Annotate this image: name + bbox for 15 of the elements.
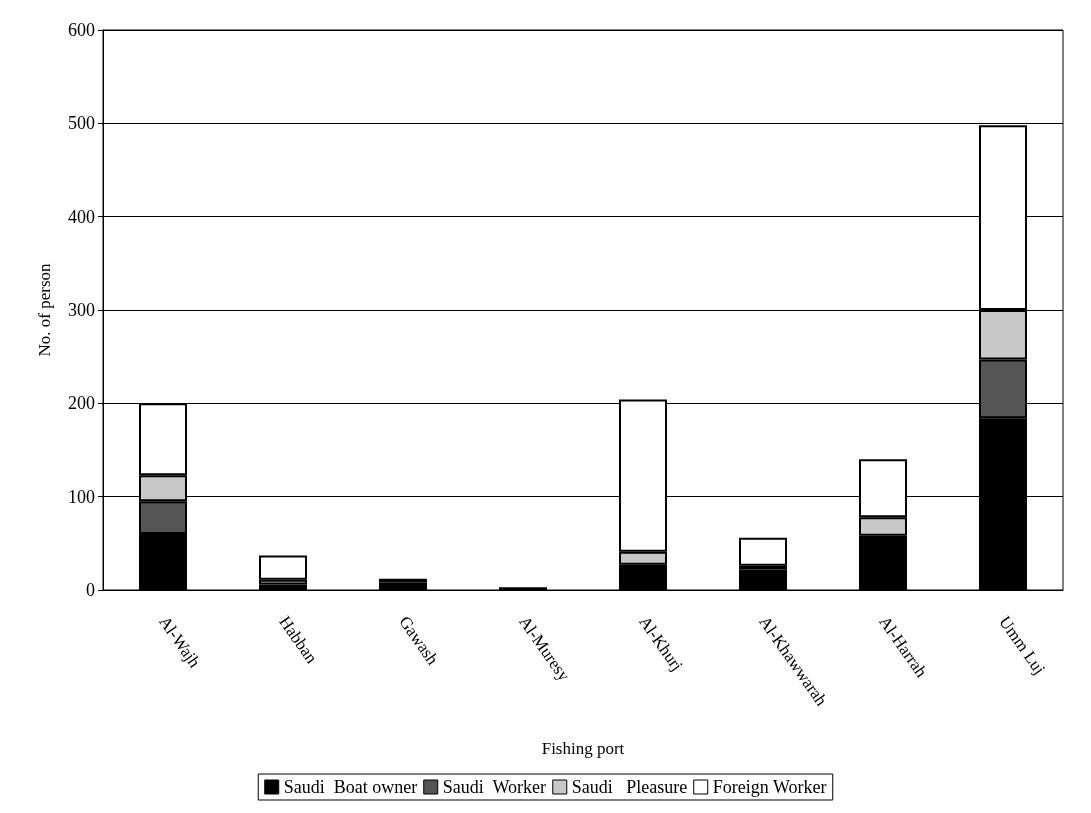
y-tick-label: 500 <box>68 113 95 134</box>
legend-label: Foreign Worker <box>712 777 827 797</box>
legend-label: Saudi Pleasure <box>571 777 688 797</box>
y-tick-label: 200 <box>68 393 95 414</box>
y-tick-label: 300 <box>68 300 95 320</box>
y-tick-label: 600 <box>68 20 95 40</box>
bar <box>739 537 787 566</box>
legend-label: Saudi Worker <box>442 777 546 797</box>
y-tick-label: 0 <box>86 580 95 600</box>
y-tick-label: 400 <box>68 206 95 227</box>
bar <box>259 555 307 580</box>
y-tick-label: 100 <box>68 486 95 507</box>
x-axis-title: Fishing port <box>541 739 625 758</box>
y-axis-title: No. of person <box>35 263 54 357</box>
legend-label: Saudi Boat owner <box>283 777 418 797</box>
